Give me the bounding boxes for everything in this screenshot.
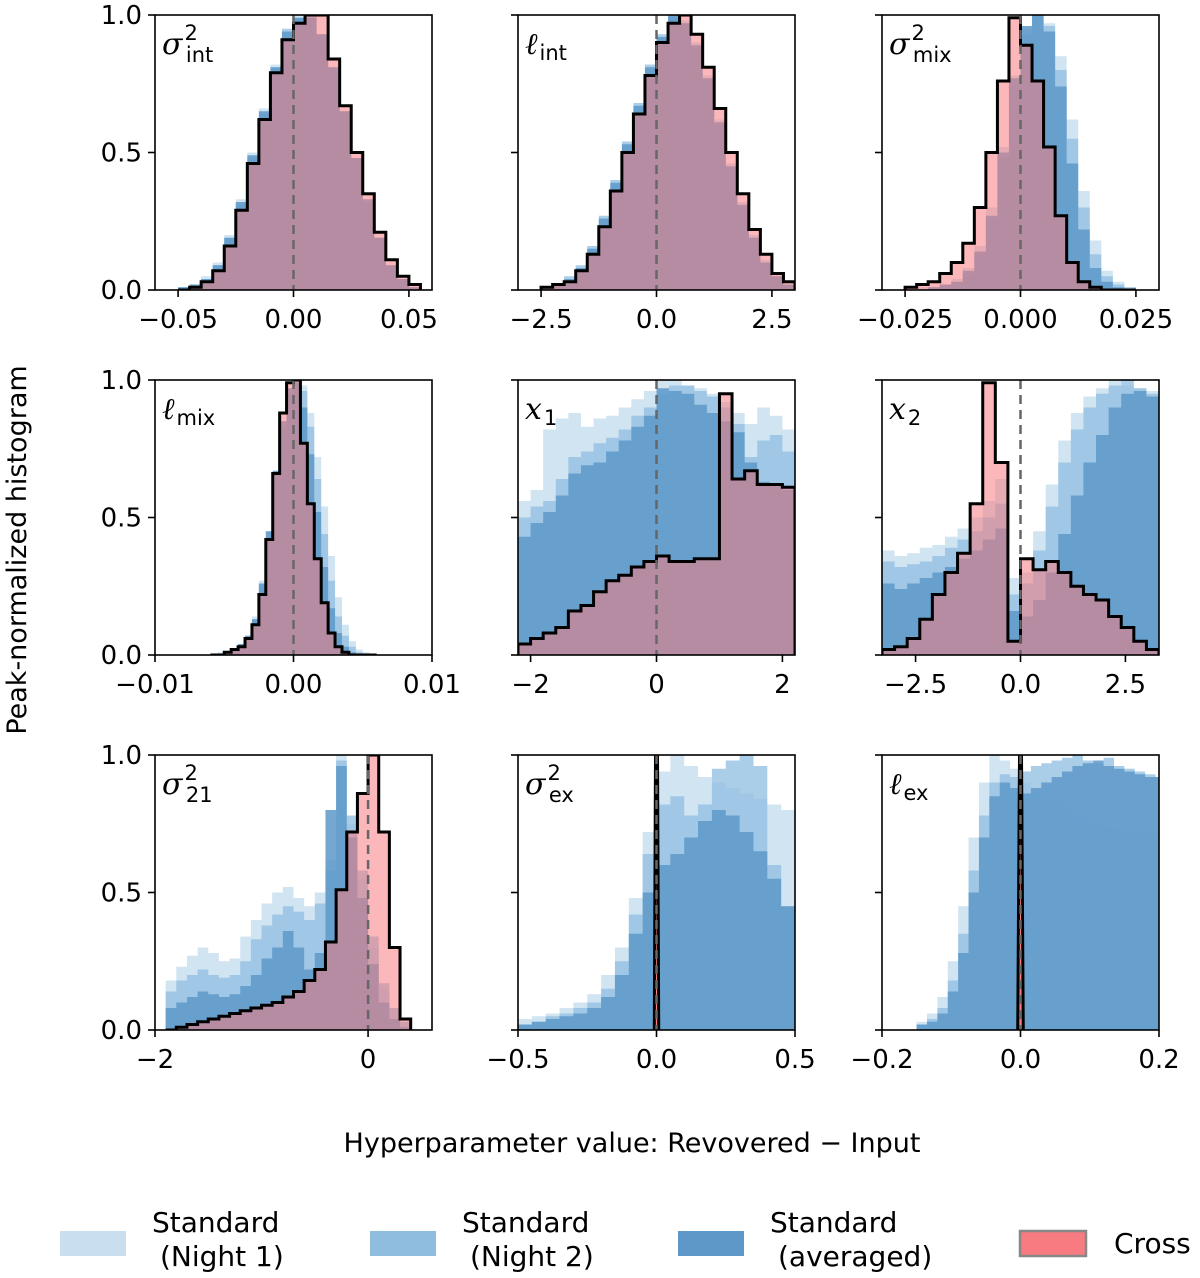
- hist-cross-outline: [903, 16, 1136, 290]
- panel-label: x2: [889, 392, 921, 430]
- panel-8: −0.5 0.0 0.5 σ2 ex: [486, 754, 816, 1075]
- legend-label-line2: (averaged): [778, 1240, 932, 1273]
- legend-label-line1: Standard: [152, 1206, 279, 1239]
- legend-swatch-night2: [370, 1231, 436, 1256]
- legend-swatch-cross: [1018, 1229, 1088, 1258]
- panels: −0.05 0.00 0.050.00.51.0σ2 int−2.5 0.0 2.5ℓin…: [101, 1, 1180, 1075]
- panel-label: σ2 ex: [525, 761, 574, 807]
- legend: Standard(Night 1)Standard(Night 2)Standa…: [60, 1206, 1191, 1273]
- x-tick-label: 0.0: [1000, 1045, 1041, 1075]
- panel-9: −0.2 0.0 0.2 ℓex: [850, 754, 1180, 1075]
- x-tick-label: 0.00: [265, 305, 323, 335]
- x-tick-label: 0.0: [636, 1045, 677, 1075]
- legend-label-line1: Standard: [462, 1206, 589, 1239]
- x-tick-label: −2.5: [884, 670, 947, 700]
- x-tick-label: −0.025: [857, 305, 953, 335]
- x-tick-label: 0.01: [403, 670, 461, 700]
- legend-swatch-averaged: [678, 1231, 744, 1256]
- panel-5: −2 0 2 x1: [511, 379, 796, 700]
- y-axis-label: Peak-normalized histogram: [2, 365, 33, 734]
- panel-2: −2.5 0.0 2.5 ℓint: [510, 14, 796, 335]
- x-tick-label: −0.05: [138, 305, 218, 335]
- x-tick-label: 0.5: [774, 1045, 815, 1075]
- x-tick-label: −2.5: [510, 305, 573, 335]
- legend-label: Cross: [1114, 1227, 1191, 1260]
- x-tick-label: 0.0: [636, 305, 677, 335]
- legend-label-line2: (Night 1): [160, 1240, 284, 1273]
- x-tick-label: 0: [360, 1045, 377, 1075]
- x-axis-label: Hyperparameter value: Revovered − Input: [344, 1128, 921, 1159]
- panel-label: ℓint: [525, 27, 567, 65]
- y-tick-label: 0.5: [101, 139, 142, 169]
- x-tick-label: −2: [511, 670, 549, 700]
- x-tick-label: −2: [136, 1045, 174, 1075]
- hist-cross-fill: [178, 15, 421, 290]
- hist-cross-fill: [882, 382, 1159, 655]
- hist-cross-outline: [518, 392, 795, 655]
- panel-6: −2.5 0.0 2.5 x2: [875, 379, 1160, 700]
- hist-cross-outline: [178, 15, 422, 290]
- hist-cross-outline: [539, 15, 795, 290]
- y-tick-label: 0.0: [101, 276, 142, 306]
- panel-label: ℓex: [889, 767, 928, 805]
- panel-4: −0.01 0.00 0.01 0.0 0.5 1.0 ℓmix: [101, 366, 461, 700]
- y-tick-label: 1.0: [101, 366, 142, 396]
- legend-item-night1: Standard(Night 1): [60, 1206, 284, 1273]
- hist-cross-fill: [541, 15, 795, 290]
- hist-averaged: [916, 760, 1159, 1030]
- panel-label: σ2 int: [162, 21, 213, 67]
- x-tick-label: 0.025: [1099, 305, 1173, 335]
- legend-item-night2: Standard(Night 2): [370, 1206, 594, 1273]
- x-tick-label: 0.00: [265, 670, 323, 700]
- x-tick-label: 2: [774, 670, 791, 700]
- legend-item-averaged: Standard(averaged): [678, 1206, 932, 1273]
- panel-label: σ2 21: [162, 761, 213, 807]
- x-tick-label: −0.5: [486, 1045, 549, 1075]
- x-tick-label: 0: [648, 670, 665, 700]
- hist-cross-outline: [165, 755, 413, 1030]
- panel-label: σ2 mix: [889, 21, 952, 67]
- hist-cross-outline: [210, 380, 377, 655]
- hist-cross-outline: [882, 381, 1159, 655]
- legend-label-line2: (Night 2): [470, 1240, 594, 1273]
- x-tick-label: −0.2: [850, 1045, 913, 1075]
- x-tick-label: 2.5: [751, 305, 792, 335]
- x-tick-label: 2.5: [1105, 670, 1146, 700]
- panel-1: −0.05 0.00 0.05 0.0 0.5 1.0 σ2 int: [101, 1, 438, 335]
- x-tick-label: 0.05: [380, 305, 438, 335]
- legend-swatch-night1: [60, 1231, 126, 1256]
- legend-item-cross: Cross: [1018, 1227, 1191, 1260]
- y-tick-label: 1.0: [101, 1, 142, 31]
- hist-cross-fill: [518, 393, 795, 655]
- x-tick-label: 0.0: [1000, 670, 1041, 700]
- y-tick-label: 1.0: [101, 741, 142, 771]
- panel-3: −0.025 0.000 0.025 σ2 mix: [857, 14, 1173, 335]
- y-tick-label: 0.0: [101, 641, 142, 671]
- panel-7: −2 0 0.0 0.5 1.0 σ2 21: [101, 741, 433, 1075]
- hist-cross-fill: [165, 755, 411, 1030]
- y-tick-label: 0.5: [101, 504, 142, 534]
- panel-label: x1: [525, 392, 557, 430]
- x-tick-label: 0.000: [983, 305, 1057, 335]
- x-tick-label: −0.01: [115, 670, 195, 700]
- y-tick-label: 0.0: [101, 1016, 142, 1046]
- legend-label-line1: Standard: [770, 1206, 897, 1239]
- y-tick-label: 0.5: [101, 879, 142, 909]
- panel-label: ℓmix: [162, 392, 215, 430]
- x-tick-label: 0.2: [1138, 1045, 1179, 1075]
